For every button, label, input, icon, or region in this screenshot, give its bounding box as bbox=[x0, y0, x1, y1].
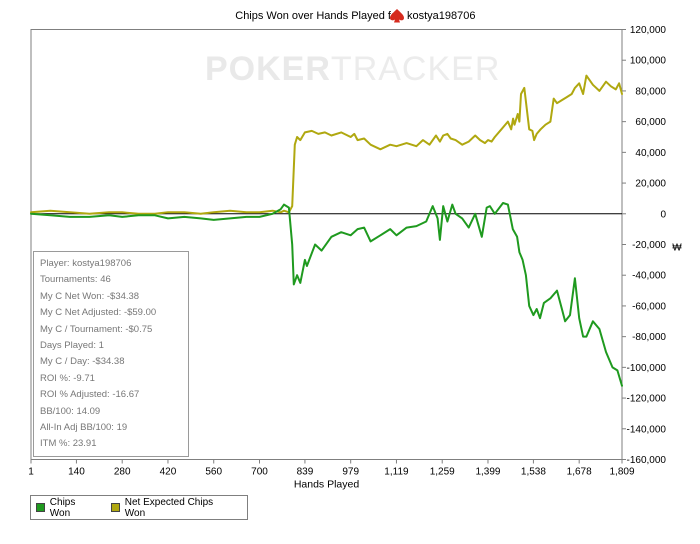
stat-roi: ROI %: -9.71 bbox=[40, 372, 95, 384]
y-tick-label: -120,000 bbox=[627, 394, 667, 405]
chart-title: Chips Won over Hands Played for kostya19… bbox=[235, 9, 476, 23]
chart-title-player: kostya198706 bbox=[407, 10, 476, 22]
watermark-part1: POKER bbox=[205, 50, 331, 88]
stat-bb100: BB/100: 14.09 bbox=[40, 405, 101, 417]
legend-item-chips-won[interactable]: Chips Won bbox=[36, 497, 97, 519]
series-line-chips-won bbox=[30, 202, 623, 387]
y-tick-label: 80,000 bbox=[635, 86, 666, 97]
x-tick-label: 1,678 bbox=[567, 467, 592, 478]
y-unit-symbol: ₩ bbox=[672, 243, 682, 254]
legend-item-net-expected[interactable]: Net Expected Chips Won bbox=[110, 496, 233, 519]
y-tick-label: -160,000 bbox=[627, 455, 667, 466]
y-tick-label: -100,000 bbox=[627, 363, 667, 374]
stat-tournaments: Tournaments: 46 bbox=[40, 274, 111, 286]
legend-swatch-net-expected bbox=[110, 503, 120, 512]
x-tick-label: 280 bbox=[114, 467, 131, 478]
y-tick-label: -20,000 bbox=[632, 240, 666, 251]
x-tick-label: 1,399 bbox=[475, 467, 500, 478]
y-tick-label: -140,000 bbox=[627, 424, 667, 435]
y-tick-label: 100,000 bbox=[630, 56, 667, 67]
spade-icon bbox=[390, 9, 404, 23]
watermark-part2: TRACKER bbox=[330, 50, 501, 88]
stat-allin-bb100: All-In Adj BB/100: 19 bbox=[40, 421, 128, 433]
stat-net-won: My C Net Won: -$34.38 bbox=[40, 290, 140, 302]
x-tick-label: 1,809 bbox=[609, 467, 634, 478]
stat-per-day: My C / Day: -$34.38 bbox=[40, 356, 125, 368]
x-tick-label: 979 bbox=[342, 467, 359, 478]
series-line-net-expected-chips-won bbox=[30, 74, 623, 215]
stat-net-adjusted: My C Net Adjusted: -$59.00 bbox=[40, 307, 157, 319]
legend-label-chips-won: Chips Won bbox=[49, 496, 76, 519]
x-tick-label: 420 bbox=[160, 467, 177, 478]
x-tick-label: 140 bbox=[68, 467, 85, 478]
stat-roi-adjusted: ROI % Adjusted: -16.67 bbox=[40, 389, 140, 401]
x-tick-label: 560 bbox=[205, 467, 222, 478]
pokertracker-watermark: POKERTRACKER bbox=[205, 50, 500, 89]
x-tick-label: 700 bbox=[251, 467, 268, 478]
y-tick-label: 20,000 bbox=[635, 179, 666, 190]
x-axis-label: Hands Played bbox=[294, 479, 360, 491]
chart-title-text: Chips Won over Hands Played for bbox=[235, 10, 401, 22]
legend-label-net-expected: Net Expected Chips Won bbox=[124, 496, 214, 519]
stat-days-played: Days Played: 1 bbox=[40, 339, 104, 351]
y-tick-label: -60,000 bbox=[632, 301, 666, 312]
x-tick-label: 1,538 bbox=[521, 467, 546, 478]
x-tick-label: 839 bbox=[297, 467, 314, 478]
y-tick-label: -40,000 bbox=[632, 271, 666, 282]
y-tick-label: -80,000 bbox=[632, 332, 666, 343]
stat-player: Player: kostya198706 bbox=[40, 258, 132, 269]
x-tick-label: 1,259 bbox=[430, 467, 455, 478]
chart-marks: 120,000 100,000 80,000 60,000 40,000 20,000 0 -… bbox=[28, 25, 682, 491]
x-tick-label: 1 bbox=[28, 467, 34, 478]
y-tick-label: 120,000 bbox=[630, 25, 667, 36]
stat-itm: ITM %: 23.91 bbox=[40, 438, 97, 450]
y-tick-label: 60,000 bbox=[635, 117, 666, 128]
legend-swatch-chips-won bbox=[36, 503, 45, 512]
player-stats-box: Player: kostya198706 Tournaments: 46 My … bbox=[33, 251, 189, 457]
y-tick-label: 0 bbox=[660, 209, 666, 220]
stat-per-tournament: My C / Tournament: -$0.75 bbox=[40, 323, 153, 335]
chart-legend: Chips Won Net Expected Chips Won bbox=[30, 495, 248, 520]
x-tick-label: 1,119 bbox=[384, 467, 409, 478]
y-tick-label: 40,000 bbox=[635, 148, 666, 159]
